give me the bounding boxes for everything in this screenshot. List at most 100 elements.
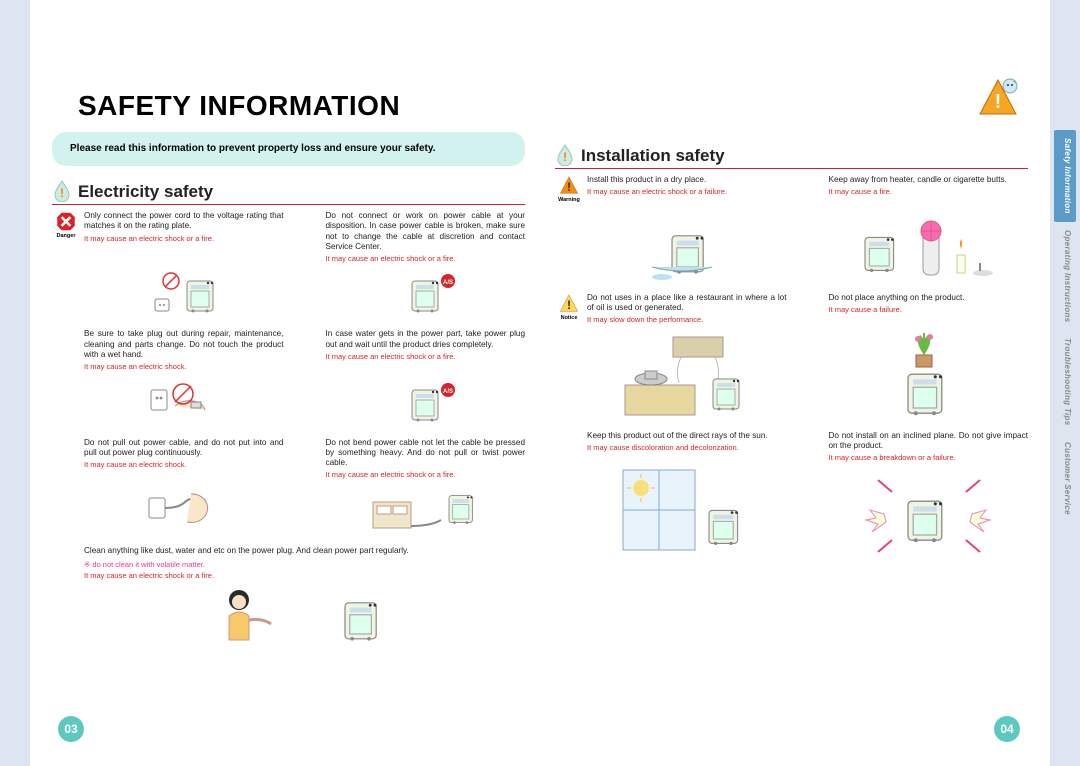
safety-item: In case water gets in the power part, ta… [294,329,526,431]
side-tab[interactable]: Safety Information [1054,130,1076,222]
safety-item-body: In case water gets in the power part, ta… [326,329,526,431]
badge-column: Danger [52,211,80,323]
safety-caution: It may cause an electric shock or a fire… [326,470,526,479]
safety-item-body: Keep this product out of the direct rays… [587,431,787,563]
safety-text: Keep away from heater, candle or cigaret… [829,175,1029,185]
safety-caution: It may cause a fire. [829,187,1029,196]
safety-text: In case water gets in the power part, ta… [326,329,526,350]
side-tab[interactable]: Operating Instructions [1054,222,1076,330]
badge-column [294,211,322,323]
illustration-window-sun [587,452,787,562]
safety-text: Do not place anything on the product. [829,293,1029,303]
badge-column [294,329,322,431]
svg-text:A/S: A/S [443,389,453,395]
safety-item-body: Do not pull out power cable, and do not … [84,438,284,540]
safety-item: Keep this product out of the direct rays… [555,431,787,563]
safety-item-body: Do not bend power cable not let the cabl… [326,438,526,540]
badge-label: Warning [558,197,580,203]
badge-column [294,438,322,540]
intro-callout: Please read this information to prevent … [52,132,525,166]
safety-item-body: Only connect the power cord to the volta… [84,211,284,323]
electricity-grid: Danger Only connect the power cord to the… [52,211,525,650]
badge-column [797,175,825,287]
illustration-girl-device [84,580,525,650]
badge-label: Notice [561,315,578,321]
safety-item: Do not pull out power cable, and do not … [52,438,284,540]
safety-item-body: Do not place anything on the product. It … [829,293,1029,425]
safety-row: Do not pull out power cable, and do not … [52,438,525,540]
safety-row: Danger Only connect the power cord to the… [52,211,525,323]
badge-column [52,546,80,651]
safety-caution: It may cause discoloration and decoloriz… [587,443,787,452]
title-row: SAFETY INFORMATION ! [78,78,1020,122]
illustration-device-water [587,197,787,287]
safety-item: ! NoticeDo not uses in a place like a re… [555,293,787,425]
section-title-installation: Installation safety [581,146,725,166]
safety-item: Do not place anything on the product. It … [797,293,1029,425]
badge-label: Danger [57,233,76,239]
illustration-device-as: A/S [326,361,526,431]
left-margin-stripe [0,0,30,766]
safety-item: Clean anything like dust, water and etc … [52,546,525,651]
svg-text:!: ! [563,150,567,164]
safety-item: ! WarningInstall this product in a dry p… [555,175,787,287]
side-tab[interactable]: Troubleshooting Tips [1054,330,1076,433]
safety-item: Do not install on an inclined plane. Do … [797,431,1029,563]
droplet-warning-icon: ! [52,180,72,202]
safety-item: Be sure to take plug out during repair, … [52,329,284,431]
badge-column [797,431,825,563]
illustration-heater-candle [829,197,1029,287]
right-page: ! Installation safety ! WarningInstall t… [555,120,1028,716]
badge-column [52,438,80,540]
badge-column: ! Warning [555,175,583,287]
section-title-electricity: Electricity safety [78,182,213,202]
safety-caution: It may cause a breakdown or a failure. [829,453,1029,462]
safety-item: Keep away from heater, candle or cigaret… [797,175,1029,287]
safety-row: Clean anything like dust, water and etc … [52,546,525,651]
safety-item-body: Clean anything like dust, water and etc … [84,546,525,651]
safety-caution: It may cause an electric shock or a fire… [326,352,526,361]
safety-text: Be sure to take plug out during repair, … [84,329,284,360]
safety-text: Do not pull out power cable, and do not … [84,438,284,459]
illustration-plug-hand [84,372,284,432]
safety-item: Danger Only connect the power cord to the… [52,211,284,323]
page-number-left: 03 [58,716,84,742]
side-tabs: Safety InformationOperating Instructions… [1054,130,1076,522]
page-spread: Please read this information to prevent … [52,120,1028,716]
illustration-furniture-cable [326,480,526,540]
svg-text:!: ! [567,297,571,311]
safety-text: Only connect the power cord to the volta… [84,211,284,232]
safety-item-body: Install this product in a dry place.It m… [587,175,787,287]
illustration-plant-on-device [829,314,1029,424]
section-header-installation: ! Installation safety [555,144,1028,169]
svg-text:!: ! [567,180,571,194]
warning-badge-icon: ! Warning [555,175,583,203]
illustration-kitchen [587,325,787,425]
badge-column [52,329,80,431]
safety-caution: It may cause an electric shock or a fire… [326,254,526,263]
safety-row: ! NoticeDo not uses in a place like a re… [555,293,1028,425]
page-title: SAFETY INFORMATION [78,90,400,122]
safety-text: Do not install on an inclined plane. Do … [829,431,1029,452]
notice-badge-icon: ! Notice [555,293,583,321]
illustration-device-as: A/S [326,263,526,323]
section-header-electricity: ! Electricity safety [52,180,525,205]
safety-caution: It may cause an electric shock. [84,460,284,469]
svg-text:!: ! [995,91,1002,113]
safety-item-body: Be sure to take plug out during repair, … [84,329,284,431]
safety-caution: It may cause an electric shock or a fire… [84,234,284,243]
illustration-pull-plug [84,469,284,539]
svg-text:A/S: A/S [443,280,453,286]
safety-caution: It may cause an electric shock or a fail… [587,187,787,196]
side-tab[interactable]: Customer Service [1054,434,1076,523]
safety-item-body: Do not connect or work on power cable at… [326,211,526,323]
safety-caution: It may cause a failure. [829,305,1029,314]
safety-caution: It may cause an electric shock. [84,362,284,371]
safety-caution: It may cause an electric shock or a fire… [84,571,525,580]
droplet-warning-icon: ! [555,144,575,166]
safety-item-body: Keep away from heater, candle or cigaret… [829,175,1029,287]
safety-row: ! WarningInstall this product in a dry p… [555,175,1028,287]
installation-grid: ! WarningInstall this product in a dry p… [555,175,1028,562]
illustration-device [84,243,284,324]
safety-item-body: Do not uses in a place like a restaurant… [587,293,787,425]
